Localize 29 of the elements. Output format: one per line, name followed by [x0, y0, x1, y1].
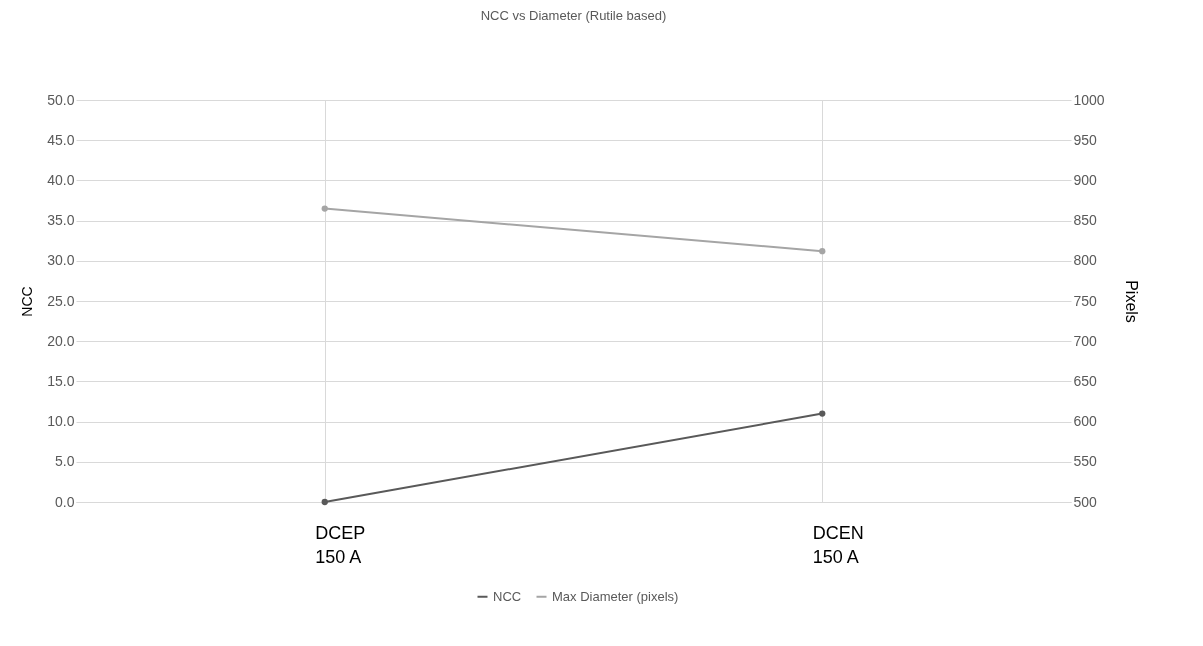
- y2-tick-label: 950: [1073, 131, 1098, 148]
- legend-label: NCC: [493, 588, 522, 604]
- y-tick-label: 0.0: [55, 493, 75, 510]
- y2-tick-label: 500: [1073, 493, 1098, 510]
- y2-tick-label: 1000: [1073, 91, 1105, 108]
- y2-tick-label: 650: [1073, 372, 1098, 389]
- legend-label: Max Diameter (pixels): [552, 588, 679, 604]
- y2-tick-label: 750: [1073, 292, 1098, 309]
- y2-tick-label: 600: [1073, 413, 1098, 430]
- y2-tick-label: 850: [1073, 212, 1098, 229]
- y-tick-label: 25.0: [47, 292, 75, 309]
- y-tick-label: 20.0: [47, 332, 75, 349]
- y2-tick-label: 800: [1073, 252, 1098, 269]
- y-tick-label: 15.0: [47, 372, 75, 389]
- y-tick-label: 45.0: [47, 131, 75, 148]
- y-axis-title: NCC: [19, 286, 36, 317]
- y2-axis-title: Pixels: [1122, 280, 1140, 323]
- y-tick-label: 30.0: [47, 252, 75, 269]
- chart-title: NCC vs Diameter (Rutile based): [480, 8, 667, 23]
- y2-tick-label: 550: [1073, 453, 1098, 470]
- y-tick-label: 40.0: [47, 171, 75, 188]
- y-tick-label: 50.0: [47, 91, 75, 108]
- y-tick-label: 10.0: [47, 413, 75, 430]
- y-tick-label: 5.0: [55, 453, 75, 470]
- x-tick-label: DCEP 150 A: [315, 522, 366, 567]
- y-tick-label: 35.0: [47, 212, 75, 229]
- y2-tick-label: 700: [1073, 332, 1098, 349]
- y2-tick-label: 900: [1073, 171, 1098, 188]
- x-tick-label: DCEN 150 A: [812, 522, 864, 567]
